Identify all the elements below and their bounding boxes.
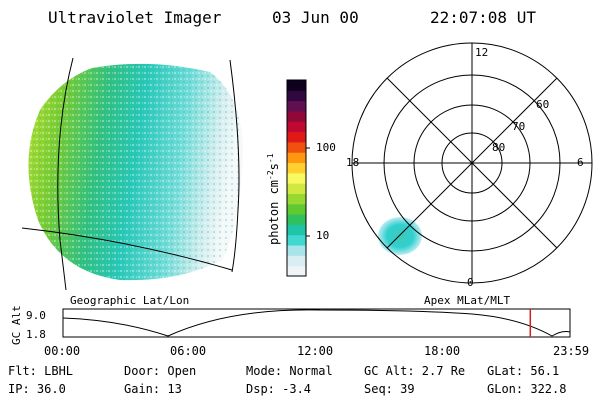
timeline-ytick-bottom: 1.8	[26, 328, 46, 341]
lat-label-70: 70	[512, 120, 526, 133]
info-dsp: Dsp: -3.4	[246, 382, 312, 396]
colorbar-segment	[287, 224, 306, 236]
info-ip: IP: 36.0	[8, 382, 66, 396]
polar-panel-label: Apex MLat/MLT	[424, 294, 511, 307]
colorbar-segment	[287, 131, 306, 143]
colorbar-segment	[287, 255, 306, 267]
mlt-label-6: 6	[577, 156, 584, 169]
colorbar-segment	[287, 245, 306, 256]
colorbar-frame	[286, 79, 307, 277]
info-gain: Gain: 13	[124, 382, 182, 396]
info-door: Door: Open	[124, 364, 197, 378]
mlt-label-12: 12	[475, 46, 489, 59]
instrument-title: Ultraviolet Imager	[48, 8, 222, 27]
colorbar-segment	[287, 121, 306, 133]
colorbar-segment	[287, 203, 306, 215]
info-mode: Mode: Normal	[246, 364, 333, 378]
colorbar-segment	[287, 152, 306, 164]
colorbar-segment	[287, 265, 306, 277]
colorbar-segment	[287, 90, 306, 102]
colorbar-segment	[287, 234, 306, 246]
info-flt: Flt: LBHL	[8, 364, 74, 378]
timeline-xtick-2359: 23:59	[553, 344, 590, 358]
altitude-curve	[62, 309, 571, 337]
mlt-label-18: 18	[346, 156, 360, 169]
info-glat: GLat: 56.1	[487, 364, 560, 378]
timeline-ytick-top: 9.0	[26, 309, 46, 322]
colorbar-segment	[287, 172, 306, 184]
time-label: 22:07:08 UT	[430, 8, 536, 27]
colorbar-segment	[287, 80, 306, 91]
timeline-frame	[62, 308, 571, 338]
lat-label-80: 80	[492, 141, 506, 154]
mlt-label-0: 0	[467, 276, 474, 289]
colorbar-segment	[287, 214, 306, 225]
colorbar-segment	[287, 162, 306, 174]
colorbar-tick-10: 10	[316, 229, 330, 242]
info-gcalt: GC Alt: 2.7 Re	[364, 364, 466, 378]
timeline-xtick-0600: 06:00	[170, 344, 207, 358]
colorbar-segment	[287, 193, 306, 205]
timeline-xtick-1800: 18:00	[424, 344, 461, 358]
colorbar-tick-100: 100	[316, 141, 336, 154]
timeline-xtick-1200: 12:00	[297, 344, 334, 358]
colorbar-segment	[287, 110, 306, 122]
colorbar-segment	[287, 141, 306, 153]
colorbar-segment	[287, 100, 306, 112]
info-seq: Seq: 39	[364, 382, 415, 396]
colorbar-segment	[287, 183, 306, 194]
timeline-xtick-0000: 00:00	[44, 344, 81, 358]
info-glon: GLon: 322.8	[487, 382, 567, 396]
geographic-panel-label: Geographic Lat/Lon	[70, 294, 190, 307]
timeline-ylabel: GC Alt	[10, 305, 23, 345]
date-label: 03 Jun 00	[272, 8, 359, 27]
lat-label-60: 60	[536, 98, 550, 111]
